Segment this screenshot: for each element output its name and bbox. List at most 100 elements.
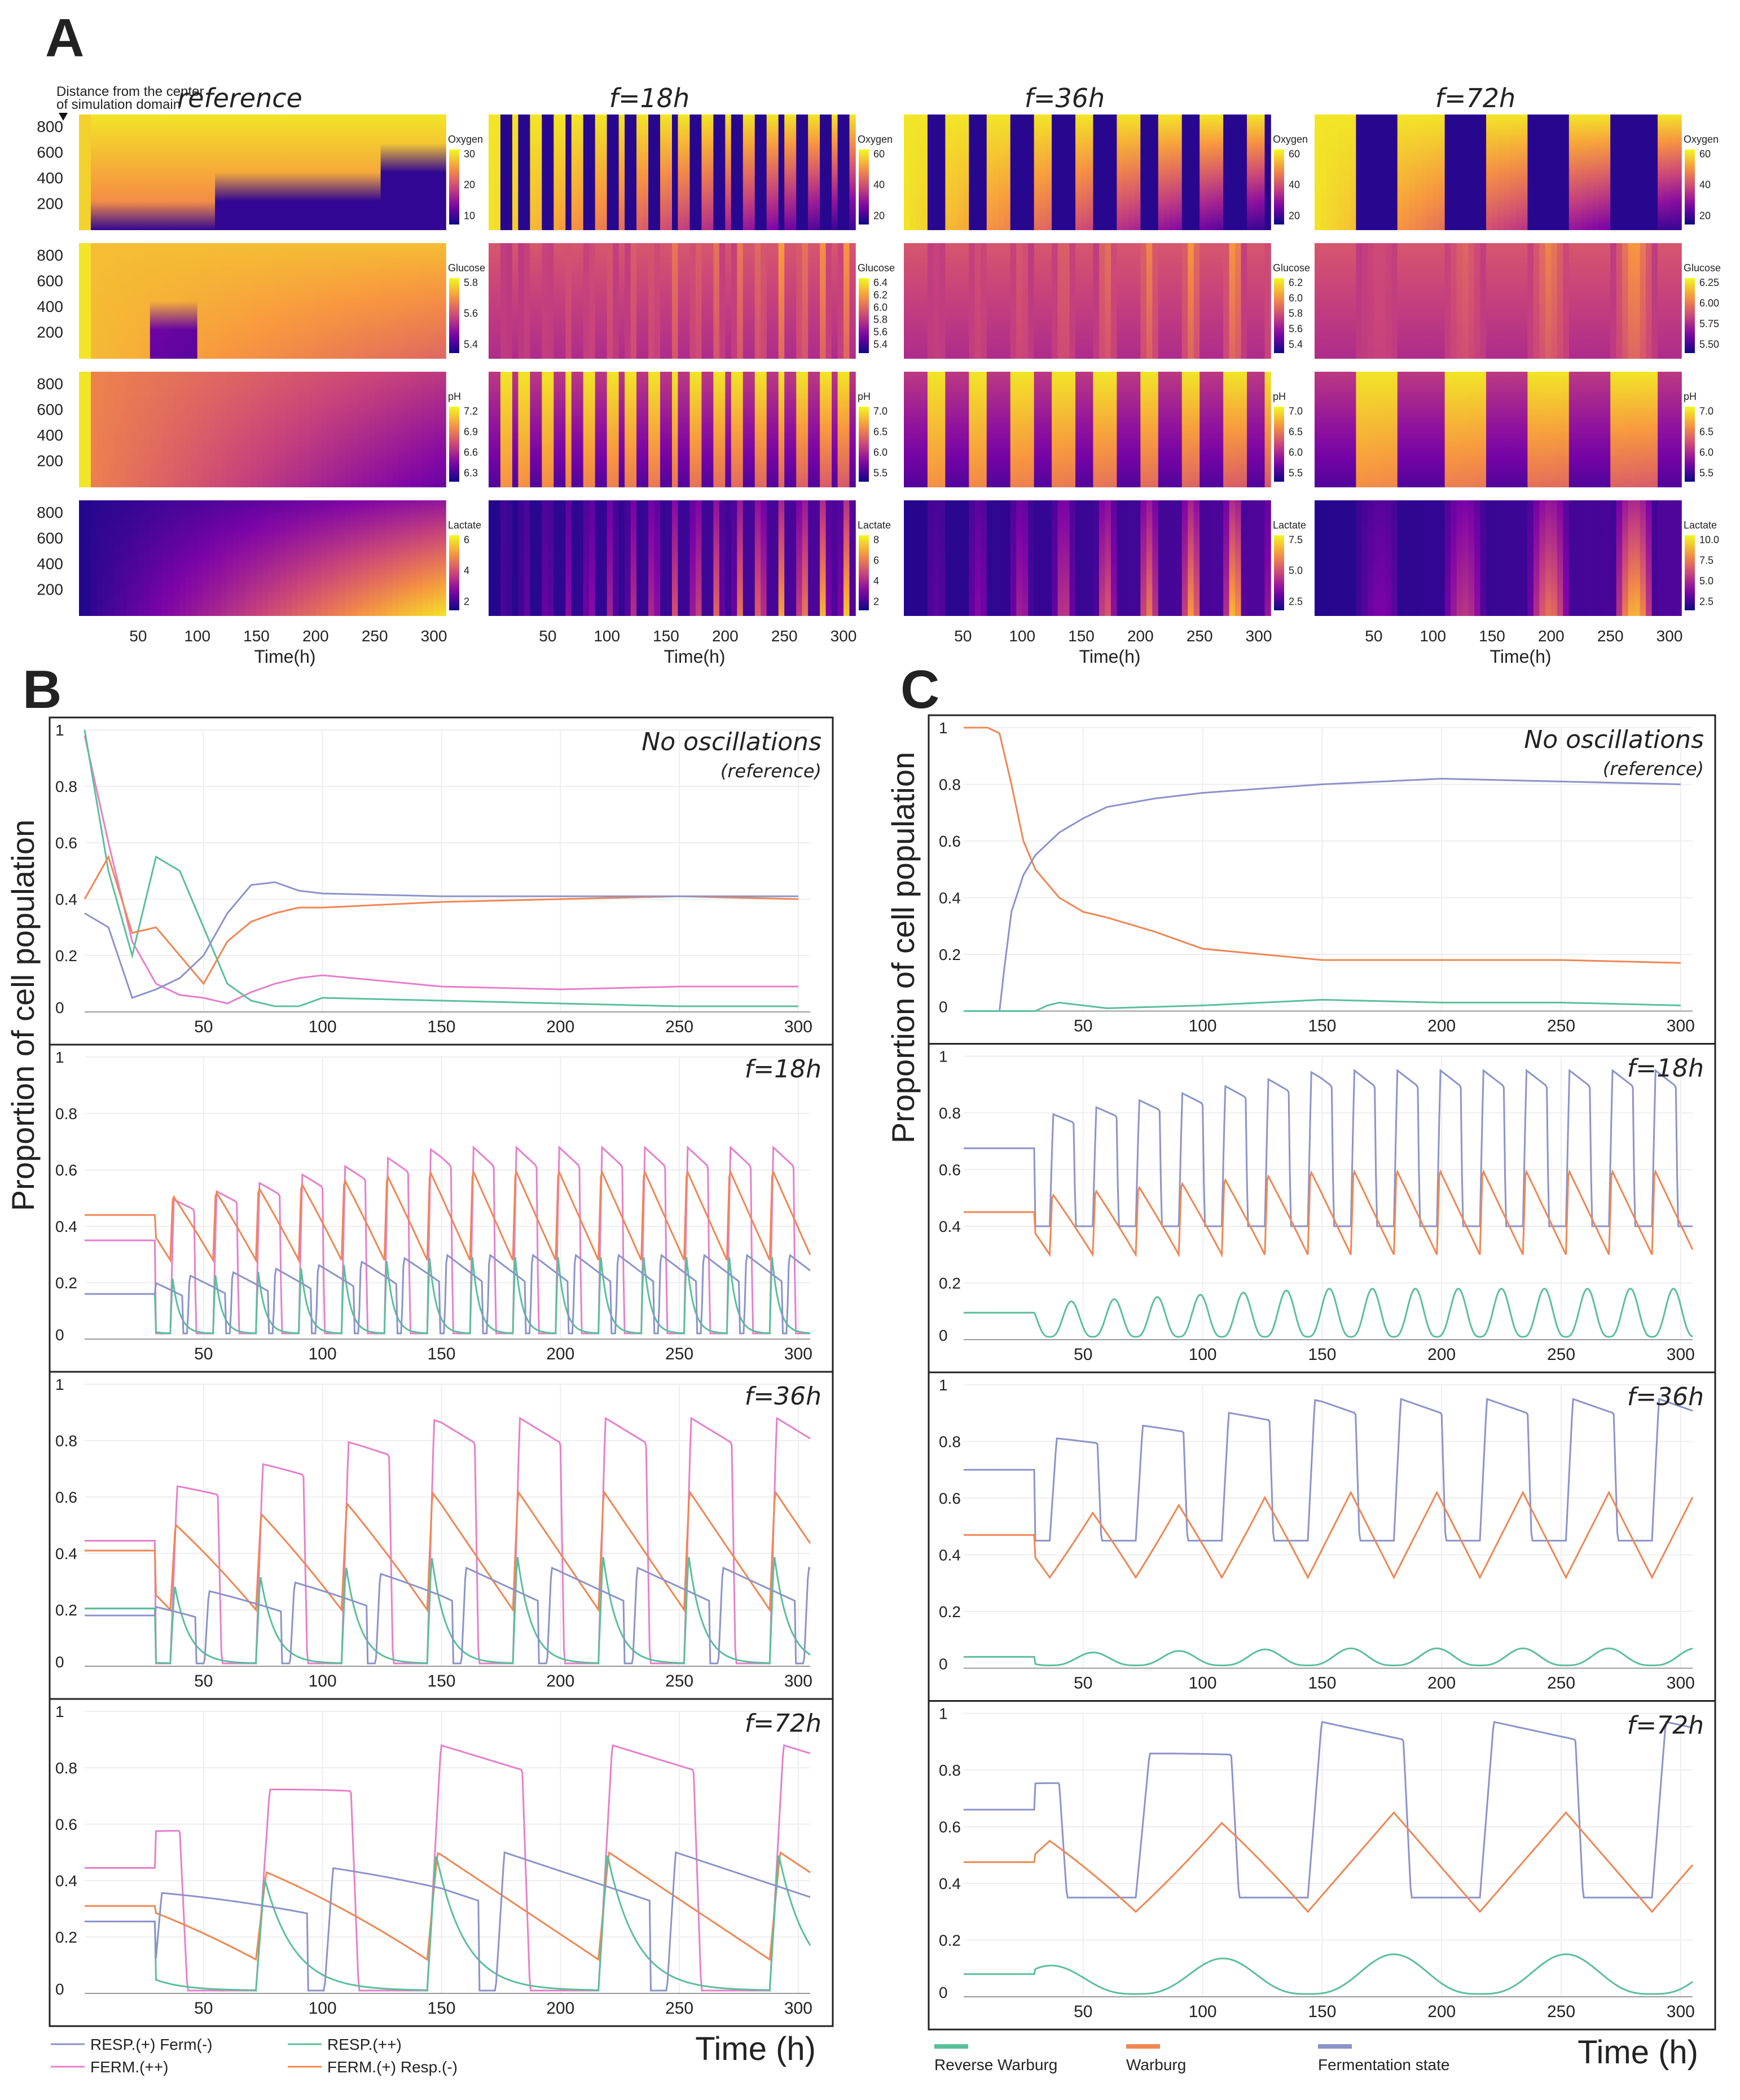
heatmap-cell <box>1545 243 1552 359</box>
heatmap-cell <box>1259 500 1266 616</box>
series-line-ferm- <box>85 1744 811 1992</box>
x-tick-label: 100 <box>1189 1017 1217 1036</box>
heatmap-cell <box>796 243 803 359</box>
colorbar-tick: 60 <box>1289 148 1300 160</box>
heatmap-cell <box>90 372 98 487</box>
heatmap-cell <box>974 500 982 616</box>
series-line-resp- <box>85 1855 811 1992</box>
heatmap-cell <box>1640 115 1646 230</box>
heatmap-cell <box>1651 243 1658 359</box>
heatmap-cell <box>215 243 222 359</box>
colorbar-tick: 20 <box>464 179 475 191</box>
heatmap-cell <box>168 115 174 230</box>
x-tick-label: 200 <box>546 1672 574 1690</box>
y-tick-label: 800 <box>37 246 63 264</box>
heatmap-cell <box>262 372 269 487</box>
heatmap-cell <box>108 115 115 230</box>
heatmap-cell <box>1022 500 1029 616</box>
heatmap-cell <box>161 115 169 230</box>
heatmap-cell <box>1158 500 1165 616</box>
heatmap-cell <box>784 500 791 616</box>
heatmap-cell <box>642 243 649 359</box>
heatmap-cell <box>808 115 815 230</box>
x-tick-label: 50 <box>1074 1017 1092 1036</box>
x-tick-label: 100 <box>309 1018 337 1036</box>
heatmap-cell <box>375 372 381 487</box>
heatmap-cell <box>1545 500 1552 616</box>
heatmap-cell <box>933 372 940 487</box>
heatmap-cell <box>96 372 103 487</box>
heatmap-cell <box>345 243 352 359</box>
y-tick-label: 600 <box>37 529 63 547</box>
heatmap-cell <box>1598 500 1605 616</box>
heatmap-cell <box>321 115 328 230</box>
heatmap-cell <box>778 243 785 359</box>
panel-label-b: B <box>23 659 61 720</box>
heatmap-cell <box>203 115 210 230</box>
heatmap-cell <box>1474 243 1481 359</box>
heatmap-cell <box>1332 500 1339 616</box>
heatmap-cell <box>1515 115 1522 230</box>
heatmap-cell <box>1264 243 1271 359</box>
heatmap-cell <box>309 500 317 616</box>
x-tick-label: 200 <box>712 627 739 645</box>
heatmap-cell <box>79 372 86 487</box>
heatmap-cell <box>428 372 434 487</box>
heatmap-cell <box>1099 243 1106 359</box>
x-tick-label: 150 <box>427 1999 455 2018</box>
heatmap-cell <box>1646 372 1653 487</box>
heatmap-cell <box>1421 372 1427 487</box>
heatmap-cell <box>825 115 832 230</box>
heatmap-cell <box>422 115 429 230</box>
x-tick-label: 50 <box>954 627 972 645</box>
heatmap-cell <box>1146 115 1153 230</box>
heatmap-cell <box>138 243 145 359</box>
heatmap-cell <box>1492 243 1499 359</box>
heatmap-cell <box>992 243 999 359</box>
heatmap-cell <box>1616 500 1623 616</box>
y-tick-label: 600 <box>37 143 63 161</box>
heatmap-cell <box>618 115 625 230</box>
heatmap-cell <box>1557 243 1564 359</box>
colorbar <box>449 535 459 610</box>
series-line-resp-ferm- <box>85 1253 811 1335</box>
heatmap-cell <box>1110 243 1118 359</box>
legend-label: RESP.(+) Ferm(-) <box>90 2036 213 2053</box>
heatmap-cell <box>909 243 916 359</box>
heatmap-cell <box>1028 500 1035 616</box>
heatmap-cell <box>1616 243 1623 359</box>
colorbar-title: Oxygen <box>448 134 483 145</box>
heatmap-cell <box>168 243 174 359</box>
heatmap-cell <box>754 115 762 230</box>
heatmap-cell <box>1205 500 1212 616</box>
heatmap-cell <box>1350 243 1357 359</box>
heatmap-cell <box>1128 243 1135 359</box>
heatmap-cell <box>802 115 809 230</box>
colorbar-tick: 7.0 <box>1699 406 1713 417</box>
heatmap-cell <box>191 372 198 487</box>
heatmap-cell <box>244 243 251 359</box>
subplot-subtitle: (reference) <box>720 760 821 782</box>
heatmap-cell <box>428 243 434 359</box>
heatmap-cell <box>1034 243 1040 359</box>
heatmap-cell <box>375 115 381 230</box>
heatmap-cell <box>404 500 411 616</box>
heatmap-cell <box>1368 243 1374 359</box>
heatmap-cell <box>951 115 958 230</box>
heatmap-cell <box>1640 243 1646 359</box>
heatmap-cell <box>630 115 637 230</box>
heatmap-cell <box>814 372 820 487</box>
heatmap-cell <box>251 372 257 487</box>
colorbar-tick: 2 <box>464 596 469 607</box>
heatmap-cell <box>837 372 844 487</box>
colorbar <box>859 535 869 610</box>
heatmap-cell <box>998 243 1005 359</box>
heatmap-cell <box>636 372 643 487</box>
colorbar-tick: 5.8 <box>464 277 478 288</box>
colorbar-tick: 6.00 <box>1699 297 1719 309</box>
heatmap-cell <box>571 372 578 487</box>
heatmap-cell <box>1338 372 1345 487</box>
heatmap-cell <box>719 243 726 359</box>
